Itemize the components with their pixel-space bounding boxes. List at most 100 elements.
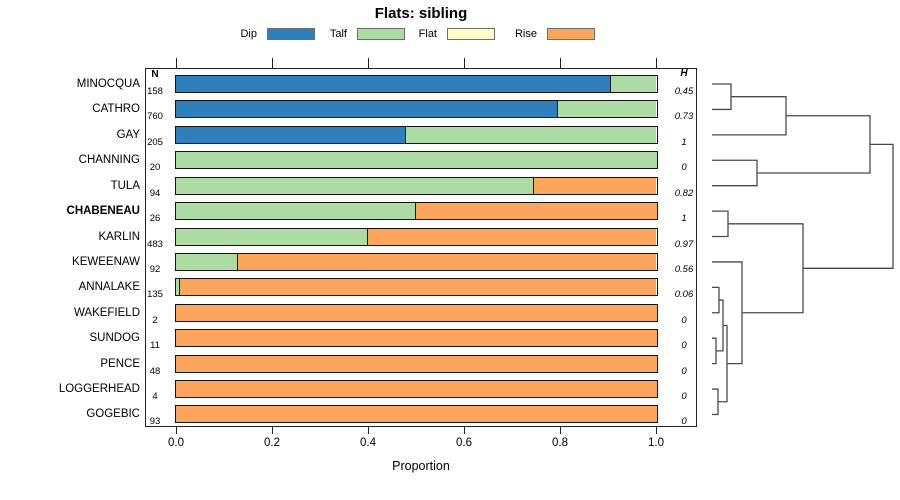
bar-segment [175,381,657,398]
bar-segment [557,101,657,118]
bottom-axis-tick [464,427,465,434]
row-n-value: 760 [147,111,163,123]
x-tick-label: 0.2 [264,437,280,449]
h-column-header: H [680,68,688,79]
bar-segment [175,203,416,220]
bar-segment [175,76,611,92]
bar-segment [180,279,657,296]
row-n-value: 92 [149,263,161,275]
row-label: WAKEFIELD [73,306,140,319]
row-h-value: 0 [681,314,687,326]
row-label: TULA [110,179,140,192]
row-n-value: 94 [149,187,161,199]
stacked-bar [174,354,658,373]
row-label: KARLIN [98,230,140,243]
stacked-bar [174,405,658,424]
row-n-value: 93 [149,416,161,428]
top-axis-tick [176,58,177,68]
plot-area-border [145,68,697,427]
row-n-value: 205 [147,136,163,148]
x-tick-label: 0.6 [456,437,472,449]
row-n-value: 48 [149,365,161,377]
stacked-bar [174,176,658,195]
row-label: LOGGERHEAD [58,383,140,396]
row-n-value: 20 [149,162,161,174]
legend-swatch [357,28,405,40]
row-h-value: 0.06 [674,289,694,301]
stacked-bar [174,278,658,297]
stacked-bar [174,100,658,119]
n-column-header: N [151,69,159,80]
bar-segment [175,406,657,423]
stacked-bar [174,329,658,348]
row-h-value: 0.73 [674,111,694,123]
top-axis-tick [464,58,465,68]
bottom-axis-tick [368,427,369,434]
x-tick-label: 0.0 [168,437,184,449]
bar-segment [175,177,534,194]
row-n-value: 135 [147,289,163,301]
stacked-bar [174,303,658,322]
stacked-bar [174,227,658,246]
stacked-bar [174,252,658,271]
top-axis-tick [368,58,369,68]
legend-item: Talf [295,27,405,41]
x-tick-label: 0.4 [360,437,376,449]
stacked-bar [174,202,658,221]
row-h-value: 0 [681,340,687,352]
bottom-axis-tick [272,427,273,434]
bar-segment [406,126,657,143]
stacked-bar [174,151,658,170]
row-h-value: 0.56 [674,263,694,275]
bar-segment [610,76,657,92]
row-h-value: 1 [681,136,687,148]
bar-segment [175,152,657,169]
row-h-value: 0.97 [674,238,694,250]
stacked-bar [174,380,658,399]
legend-item: Rise [485,27,595,41]
row-label: SUNDOG [89,332,140,345]
row-label: ANNALAKE [78,281,140,294]
row-label: PENCE [100,357,140,370]
row-label: MINOCQUA [76,78,140,90]
legend-label: Talf [329,28,347,40]
row-n-value: 11 [150,340,160,352]
stacked-bar [174,125,658,144]
bar-segment [175,304,657,321]
row-h-value: 0 [681,162,687,174]
legend-swatch [447,28,495,40]
row-n-value: 26 [149,213,161,225]
row-label: KEWEENAW [72,255,140,268]
x-tick-label: 1.0 [648,437,664,449]
bar-segment [175,330,657,347]
x-axis-title: Proportion [392,459,450,473]
row-n-value: 2 [152,314,158,326]
bottom-axis-tick [176,427,177,434]
row-n-value: 483 [147,238,163,250]
row-h-value: 0.45 [674,86,694,97]
legend-label: Flat [418,28,437,40]
stacked-bar [174,75,658,93]
bar-segment [175,279,181,296]
bar-segment [367,228,657,245]
row-n-value: 4 [152,391,158,403]
chart-title: Flats: sibling [374,5,468,22]
legend-swatch [267,28,315,40]
bar-segment [175,101,558,118]
bar-segment [416,203,657,220]
row-label: GAY [116,128,140,141]
bar-segment [238,253,657,270]
top-axis-tick [272,58,273,68]
row-label: GOGEBIC [86,408,140,421]
legend-swatch [547,28,595,40]
row-h-value: 0 [681,391,687,403]
bar-segment [175,126,407,143]
row-h-value: 0.82 [674,187,694,199]
row-h-value: 1 [681,213,687,225]
bar-segment [533,177,657,194]
legend-item: Dip [205,27,315,41]
row-h-value: 0 [681,416,687,428]
row-label: CATHRO [92,103,140,116]
